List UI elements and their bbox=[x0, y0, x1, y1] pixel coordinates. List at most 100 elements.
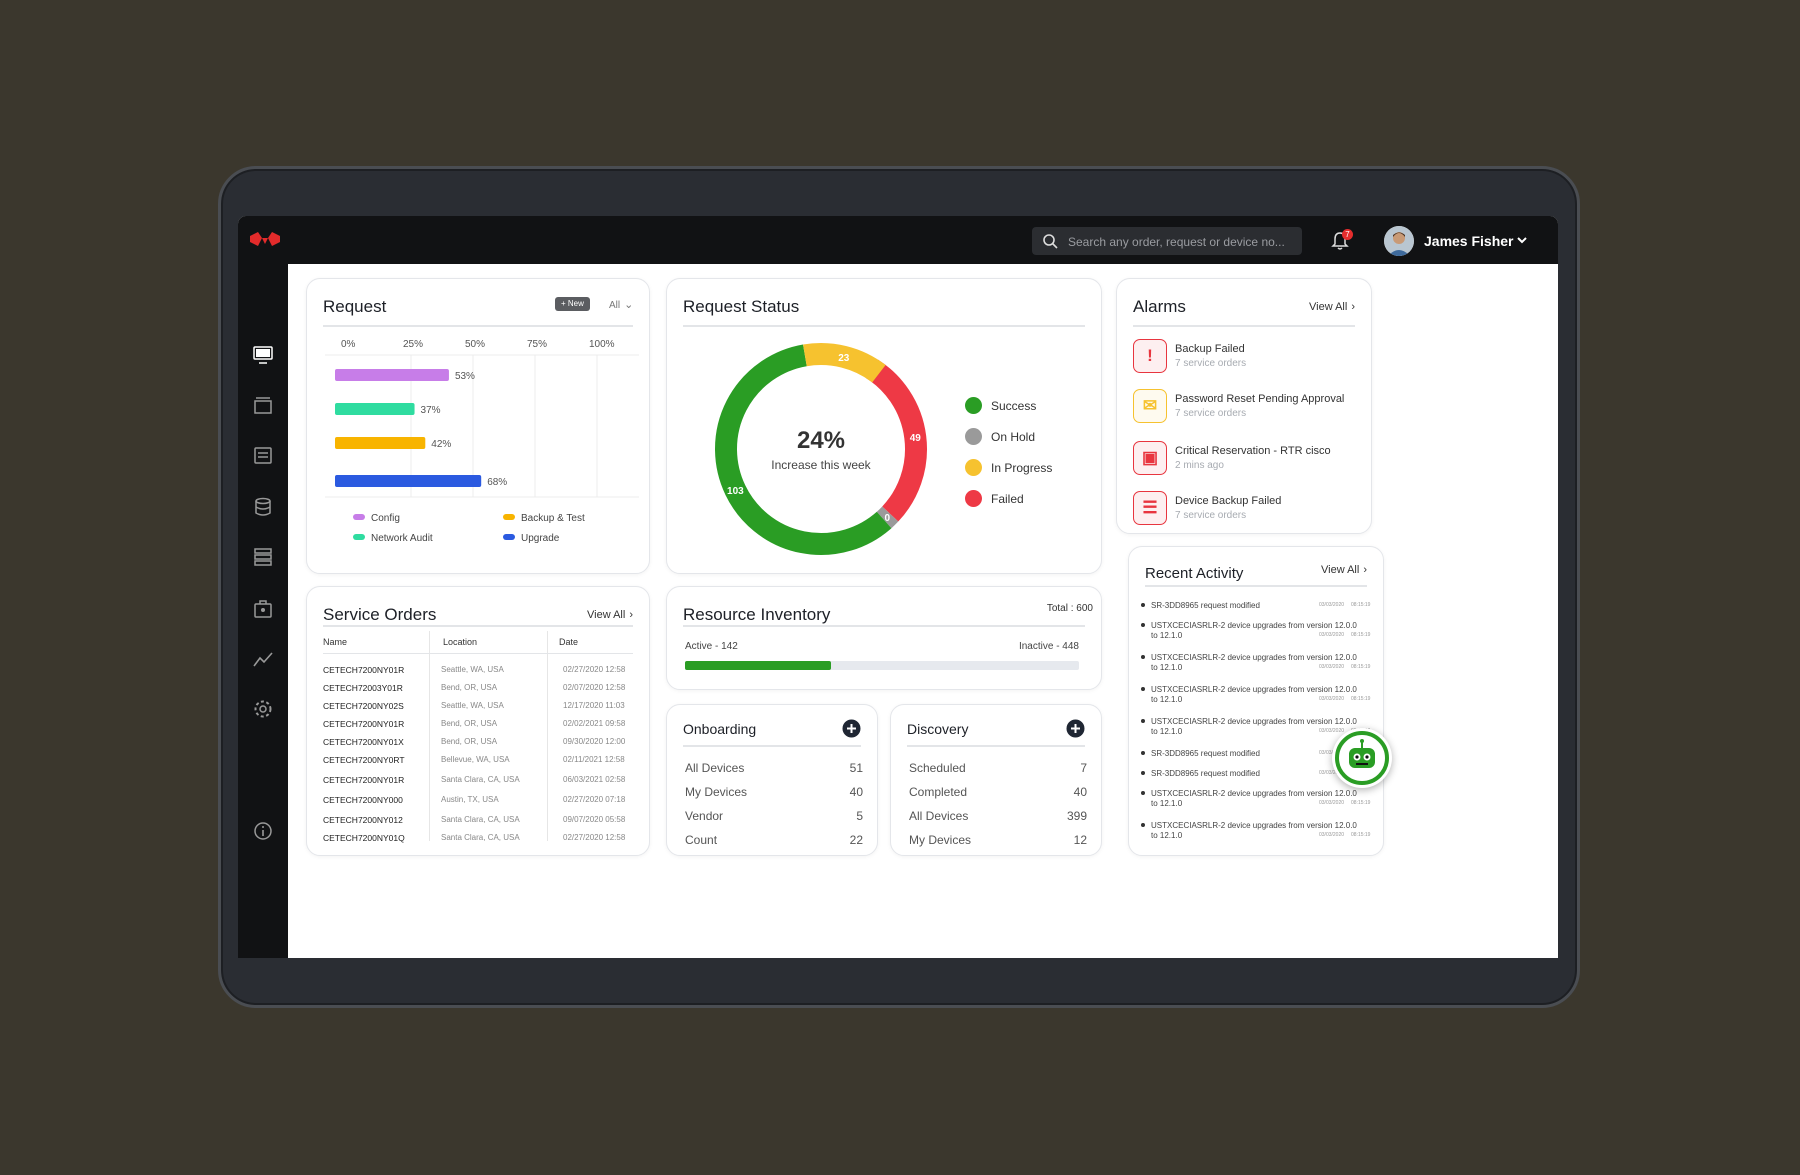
alarm-item[interactable]: ! Backup Failed 7 service orders bbox=[1133, 339, 1359, 377]
order-location: Santa Clara, CA, USA bbox=[441, 833, 520, 842]
stat-value: 22 bbox=[849, 833, 863, 847]
activity-item[interactable]: USTXCECIASRLR-2 device upgrades from ver… bbox=[1141, 821, 1373, 853]
request-filter-select[interactable]: All ⌄ bbox=[609, 298, 633, 311]
table-row[interactable]: CETECH72003Y01R Bend, OR, USA 02/07/2020 1… bbox=[307, 683, 651, 697]
bullet-icon bbox=[1141, 719, 1145, 723]
legend-label: Config bbox=[371, 513, 400, 524]
server-icon[interactable] bbox=[252, 546, 274, 568]
inventory-progress-track bbox=[685, 661, 1079, 670]
alarm-subtitle: 7 service orders bbox=[1175, 408, 1247, 419]
service-orders-view-all-link[interactable]: View All › bbox=[587, 609, 633, 621]
legend-swatch bbox=[353, 534, 365, 540]
legend-label: On Hold bbox=[991, 430, 1036, 444]
layers-icon[interactable] bbox=[252, 394, 274, 416]
stat-row[interactable]: Count 22 bbox=[683, 833, 863, 849]
bullet-icon bbox=[1141, 687, 1145, 691]
table-row[interactable]: CETECH7200NY02S Seattle, WA, USA 12/17/202… bbox=[307, 701, 651, 715]
activity-text: USTXCECIASRLR-2 device upgrades from ver… bbox=[1151, 685, 1357, 694]
table-row[interactable]: CETECH7200NY01R Santa Clara, CA, USA 06/03… bbox=[307, 775, 651, 789]
avatar[interactable] bbox=[1384, 226, 1414, 256]
stat-value: 40 bbox=[1073, 785, 1087, 799]
stat-row[interactable]: All Devices 399 bbox=[907, 809, 1087, 825]
legend-dot bbox=[965, 428, 982, 445]
table-row[interactable]: CETECH7200NY01Q Santa Clara, CA, USA 02/27… bbox=[307, 833, 651, 847]
discovery-card: Discovery Scheduled 7 Completed 40 All Devic… bbox=[890, 704, 1102, 856]
brand-logo[interactable] bbox=[248, 228, 282, 252]
chatbot-button[interactable] bbox=[1332, 728, 1392, 788]
table-row[interactable]: CETECH7200NY000 Austin, TX, USA 02/27/2020… bbox=[307, 795, 651, 809]
stat-row[interactable]: My Devices 40 bbox=[683, 785, 863, 801]
bullet-icon bbox=[1141, 771, 1145, 775]
bullet-icon bbox=[1141, 751, 1145, 755]
alarms-view-all-link[interactable]: View All › bbox=[1309, 301, 1355, 313]
activity-item[interactable]: USTXCECIASRLR-2 device upgrades from ver… bbox=[1141, 653, 1373, 685]
donut-segment-success bbox=[715, 344, 892, 555]
column-header[interactable]: Name bbox=[323, 637, 348, 647]
inbox-icon[interactable] bbox=[252, 444, 274, 466]
table-row[interactable]: CETECH7200NY01X Bend, OR, USA 09/30/2020 1… bbox=[307, 737, 651, 751]
column-divider bbox=[547, 631, 548, 841]
table-row[interactable]: CETECH7200NY01R Seattle, WA, USA 02/27/202… bbox=[307, 665, 651, 679]
envelope-icon: ✉ bbox=[1133, 389, 1167, 423]
bar-backup-test bbox=[335, 437, 426, 449]
activity-item[interactable]: SR-3DD8965 request modified 03/03/2020 08:… bbox=[1141, 601, 1373, 621]
order-date: 02/27/2020 12:58 bbox=[563, 665, 626, 674]
request-status-title: Request Status bbox=[683, 297, 800, 316]
order-location: Bend, OR, USA bbox=[441, 683, 498, 692]
activity-date: 03/03/2020 bbox=[1319, 632, 1345, 638]
activity-item[interactable]: USTXCECIASRLR-2 device upgrades from ver… bbox=[1141, 789, 1373, 821]
table-row[interactable]: CETECH7200NY012 Santa Clara, CA, USA 09/07… bbox=[307, 815, 651, 829]
order-location: Austin, TX, USA bbox=[441, 795, 499, 804]
recent-activity-card: Recent Activity View All › SR-3DD8965 req… bbox=[1128, 546, 1384, 856]
info-icon[interactable] bbox=[252, 820, 274, 842]
inventory-progress-fill bbox=[685, 661, 831, 670]
briefcase-icon[interactable] bbox=[252, 598, 274, 620]
activity-text-cont: to 12.1.0 bbox=[1151, 799, 1183, 808]
bar-value-label: 37% bbox=[421, 405, 441, 416]
notification-badge: 7 bbox=[1342, 229, 1353, 240]
stat-label: Completed bbox=[909, 785, 968, 799]
alarm-title: Critical Reservation - RTR cisco bbox=[1175, 445, 1331, 457]
resource-inventory-card: Resource Inventory Total : 600 Active - … bbox=[666, 586, 1102, 690]
user-name[interactable]: James Fisher bbox=[1424, 233, 1514, 249]
stat-row[interactable]: Completed 40 bbox=[907, 785, 1087, 801]
analytics-icon[interactable] bbox=[252, 648, 274, 670]
column-divider bbox=[429, 631, 430, 841]
order-name: CETECH7200NY0RT bbox=[323, 755, 405, 765]
activity-date: 03/03/2020 bbox=[1319, 750, 1344, 756]
order-name: CETECH7200NY01R bbox=[323, 775, 405, 785]
activity-item[interactable]: USTXCECIASRLR-2 device upgrades from ver… bbox=[1141, 685, 1373, 717]
column-header[interactable]: Location bbox=[443, 637, 478, 647]
stat-value: 7 bbox=[1080, 761, 1087, 775]
table-row[interactable]: CETECH7200NY0RT Bellevue, WA, USA 02/11/20… bbox=[307, 755, 651, 769]
activity-item[interactable]: USTXCECIASRLR-2 device upgrades from ver… bbox=[1141, 621, 1373, 653]
new-request-button[interactable]: + New bbox=[555, 297, 590, 311]
add-onboarding-button[interactable] bbox=[842, 719, 861, 738]
database-icon[interactable] bbox=[252, 496, 274, 518]
bullet-icon bbox=[1141, 655, 1145, 659]
bar-config bbox=[335, 369, 449, 381]
legend-dot bbox=[965, 459, 982, 476]
dashboard-icon[interactable] bbox=[252, 344, 274, 366]
column-header[interactable]: Date bbox=[559, 637, 579, 647]
stat-label: All Devices bbox=[909, 809, 969, 823]
view-all-label: View All bbox=[587, 609, 626, 621]
recent-activity-view-all-link[interactable]: View All › bbox=[1321, 564, 1367, 576]
gear-icon[interactable] bbox=[252, 698, 274, 720]
activity-time: 08:15:19 bbox=[1351, 632, 1371, 638]
order-name: CETECH7200NY000 bbox=[323, 795, 403, 805]
search-input[interactable]: Search any order, request or device no..… bbox=[1032, 227, 1302, 255]
stat-row[interactable]: My Devices 12 bbox=[907, 833, 1087, 849]
alarm-item[interactable]: ☰ Device Backup Failed 7 service orders bbox=[1133, 491, 1359, 529]
chevron-down-icon[interactable] bbox=[1516, 234, 1528, 246]
stat-row[interactable]: Scheduled 7 bbox=[907, 761, 1087, 777]
table-row[interactable]: CETECH7200NY01R Bend, OR, USA 02/02/2021 0… bbox=[307, 719, 651, 733]
alarm-item[interactable]: ✉ Password Reset Pending Approval 7 servic… bbox=[1133, 389, 1359, 427]
stat-row[interactable]: Vendor 5 bbox=[683, 809, 863, 825]
order-date: 06/03/2021 02:58 bbox=[563, 775, 626, 784]
add-discovery-button[interactable] bbox=[1066, 719, 1085, 738]
stat-label: Vendor bbox=[685, 809, 724, 823]
activity-text: USTXCECIASRLR-2 device upgrades from ver… bbox=[1151, 653, 1357, 662]
alarm-item[interactable]: ▣ Critical Reservation - RTR cisco 2 mins … bbox=[1133, 441, 1359, 479]
stat-row[interactable]: All Devices 51 bbox=[683, 761, 863, 777]
